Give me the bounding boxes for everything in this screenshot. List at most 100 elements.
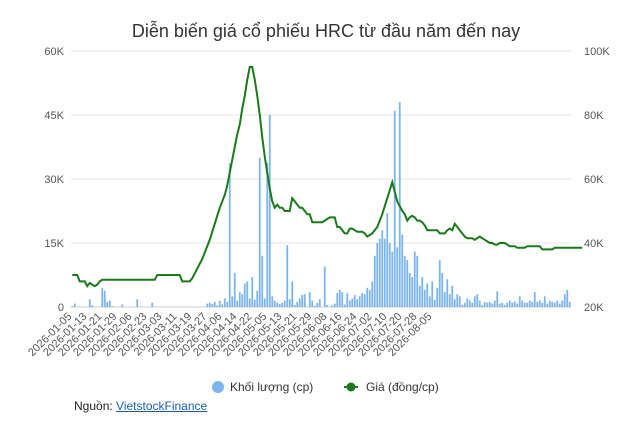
volume-bar xyxy=(543,296,546,307)
volume-bar xyxy=(151,302,154,307)
volume-bar xyxy=(511,302,514,307)
volume-bar xyxy=(508,300,511,307)
volume-bar xyxy=(323,266,326,307)
volume-bar xyxy=(233,272,236,307)
legend-volume-label[interactable]: Khối lượng (cp) xyxy=(230,380,313,394)
legend-price-marker xyxy=(346,382,356,392)
volume-bar xyxy=(316,302,319,307)
volume-bar xyxy=(423,289,426,307)
volume-bar xyxy=(88,299,91,307)
volume-bar xyxy=(256,290,259,307)
volume-bar xyxy=(288,299,291,307)
volume-bar xyxy=(266,162,269,307)
volume-bar xyxy=(286,245,289,307)
volume-bar xyxy=(271,296,274,307)
volume-bar xyxy=(313,305,316,307)
volume-bar xyxy=(206,303,209,307)
volume-bar xyxy=(353,295,356,307)
volume-bar xyxy=(478,300,481,307)
volume-bar xyxy=(556,300,559,307)
volume-bar xyxy=(211,304,214,307)
volume-bar xyxy=(376,243,379,307)
volume-bars xyxy=(71,102,571,307)
volume-bar xyxy=(458,296,461,307)
volume-bar xyxy=(476,294,479,307)
volume-bar xyxy=(368,289,371,307)
volume-bar xyxy=(546,303,549,307)
legend-price-label[interactable]: Giá (đồng/cp) xyxy=(366,380,439,394)
volume-bar xyxy=(373,255,376,307)
volume-bar xyxy=(251,277,254,307)
volume-bar xyxy=(441,272,444,307)
volume-bar xyxy=(403,255,406,307)
volume-bar xyxy=(278,304,281,307)
volume-bar xyxy=(276,302,279,307)
volume-bar xyxy=(261,255,264,307)
volume-bar xyxy=(241,294,244,307)
volume-bar xyxy=(408,272,411,307)
price-line xyxy=(72,66,583,289)
volume-bar xyxy=(246,281,249,307)
right-tick-label: 100K xyxy=(584,46,610,58)
volume-bar xyxy=(506,302,509,307)
volume-bar xyxy=(341,292,344,307)
legend-volume-marker xyxy=(212,381,224,393)
volume-bar xyxy=(311,300,314,307)
volume-bar xyxy=(451,285,454,307)
volume-bar xyxy=(426,283,429,307)
right-tick-label: 40K xyxy=(584,238,604,250)
left-tick-label: 15K xyxy=(44,238,64,250)
source-label: Nguồn: xyxy=(74,399,113,413)
volume-bar xyxy=(293,304,296,307)
volume-bar xyxy=(496,291,499,307)
x-axis: 2026-01-052026-01-132026-01-212026-01-29… xyxy=(26,311,434,359)
volume-bar xyxy=(521,300,524,307)
right-tick-label: 20K xyxy=(584,302,604,314)
volume-bar xyxy=(526,302,529,307)
volume-bar xyxy=(268,115,271,307)
volume-bar xyxy=(221,304,224,307)
volume-bar xyxy=(308,292,311,307)
volume-bar xyxy=(248,298,251,307)
volume-bar xyxy=(226,301,229,307)
volume-bar xyxy=(296,301,299,307)
volume-bar xyxy=(388,243,391,307)
left-tick-label: 45K xyxy=(44,110,64,122)
right-tick-label: 80K xyxy=(584,110,604,122)
volume-bar xyxy=(351,298,354,307)
volume-bar xyxy=(438,260,441,307)
volume-bar xyxy=(253,299,256,307)
volume-bar xyxy=(396,247,399,307)
volume-bar xyxy=(563,294,566,307)
volume-bar xyxy=(418,285,421,307)
volume-bar xyxy=(103,290,106,307)
volume-bar xyxy=(236,300,239,307)
volume-bar xyxy=(523,302,526,307)
source-link[interactable]: VietstockFinance xyxy=(116,399,208,413)
volume-bar xyxy=(486,302,489,307)
volume-bar xyxy=(456,294,459,307)
volume-bar xyxy=(541,302,544,307)
volume-bar xyxy=(331,305,334,307)
volume-bar xyxy=(446,279,449,307)
volume-bar xyxy=(318,299,321,307)
volume-bar xyxy=(106,301,109,307)
volume-bar xyxy=(363,294,366,307)
volume-bar xyxy=(501,302,504,307)
volume-bar xyxy=(111,306,114,307)
volume-bar xyxy=(538,300,541,307)
volume-bar xyxy=(283,300,286,307)
volume-bar xyxy=(471,302,474,307)
volume-bar xyxy=(208,302,211,307)
volume-bar xyxy=(553,302,556,307)
volume-bar xyxy=(223,298,226,307)
volume-bar xyxy=(491,303,494,307)
volume-bar xyxy=(378,238,381,307)
volume-bar xyxy=(466,298,469,307)
volume-bar xyxy=(228,163,231,307)
legend[interactable]: Khối lượng (cp) Giá (đồng/cp) xyxy=(212,380,439,394)
volume-bar xyxy=(488,301,491,307)
volume-bar xyxy=(366,287,369,307)
volume-bar xyxy=(413,251,416,307)
volume-bar xyxy=(528,300,531,307)
